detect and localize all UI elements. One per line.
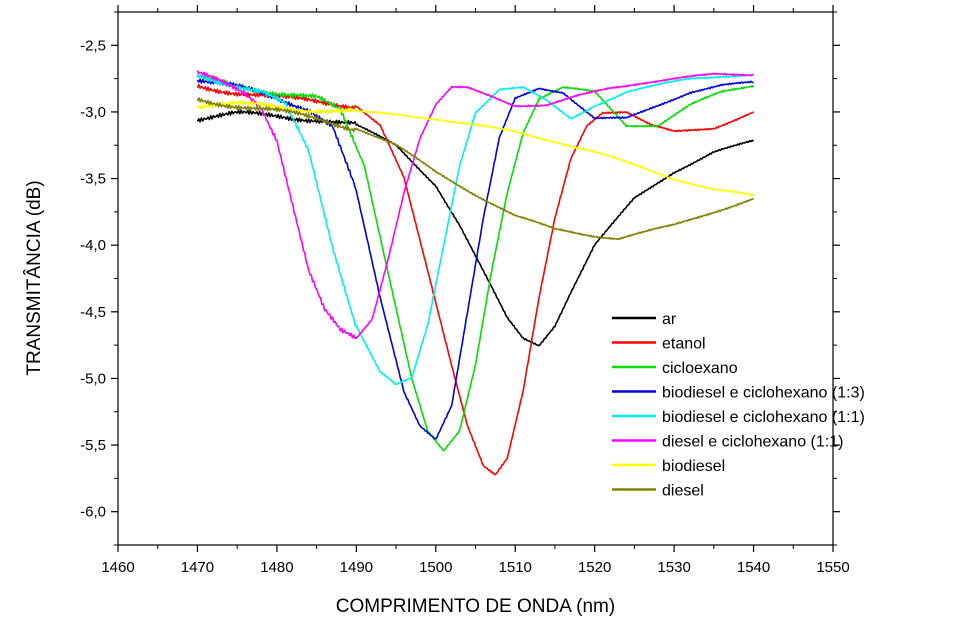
x-tick-label: 1530 [657,559,690,576]
legend-label: etanol [662,336,706,353]
series-lines [196,70,755,476]
x-axis-tick-labels: 1460 1470 1480 1490 1500 1510 1520 1530 1540 1550 [101,559,849,576]
plot-frame [117,11,834,546]
x-tick-label: 1480 [260,559,293,576]
x-tick-label: 1540 [737,559,770,576]
legend-label: biodiesel e ciclohexano (1:3) [662,385,865,402]
y-tick-label: -6,0 [80,504,106,521]
series-line-7 [196,97,754,241]
x-tick-label: 1470 [181,559,214,576]
x-tick-label: 1510 [499,559,532,576]
y-axis-title: TRANSMITÂNCIA (dB) [23,180,45,375]
series-line-4 [196,73,754,385]
x-tick-label: 1500 [419,559,452,576]
y-tick-label: -2,5 [80,37,106,54]
legend: ar etanol cicloexano biodiesel e ciclohexan… [612,311,865,500]
y-axis-tick-labels: -2,5 -3,0 -3,5 -4,0 -4,5 -5,0 -5,5 -6,0 [80,37,106,520]
y-tick-label: -4,0 [80,237,106,254]
legend-label: ar [662,311,677,328]
y-tick-label: -5,0 [80,370,106,387]
series-line-3 [196,78,754,440]
legend-label: diesel e ciclohexano (1:1) [662,434,843,451]
y-tick-label: -3,0 [80,104,106,121]
series-line-6 [196,100,755,197]
x-tick-label: 1520 [578,559,611,576]
y-tick-label: -4,5 [80,304,106,321]
axis-ticks [111,5,840,552]
series-line-2 [196,74,755,452]
legend-label: cicloexano [662,360,738,377]
x-tick-label: 1490 [340,559,373,576]
y-tick-label: -3,5 [80,171,106,188]
legend-label: biodiesel [662,458,725,475]
y-tick-label: -5,5 [80,437,106,454]
legend-label: diesel [662,483,704,500]
x-tick-label: 1460 [101,559,134,576]
x-tick-label: 1550 [816,559,849,576]
series-line-5 [196,70,754,340]
x-axis-title: COMPRIMENTO DE ONDA (nm) [336,596,615,617]
legend-label: biodiesel e ciclohexano (1:1) [662,409,865,426]
series-line-0 [196,109,755,347]
